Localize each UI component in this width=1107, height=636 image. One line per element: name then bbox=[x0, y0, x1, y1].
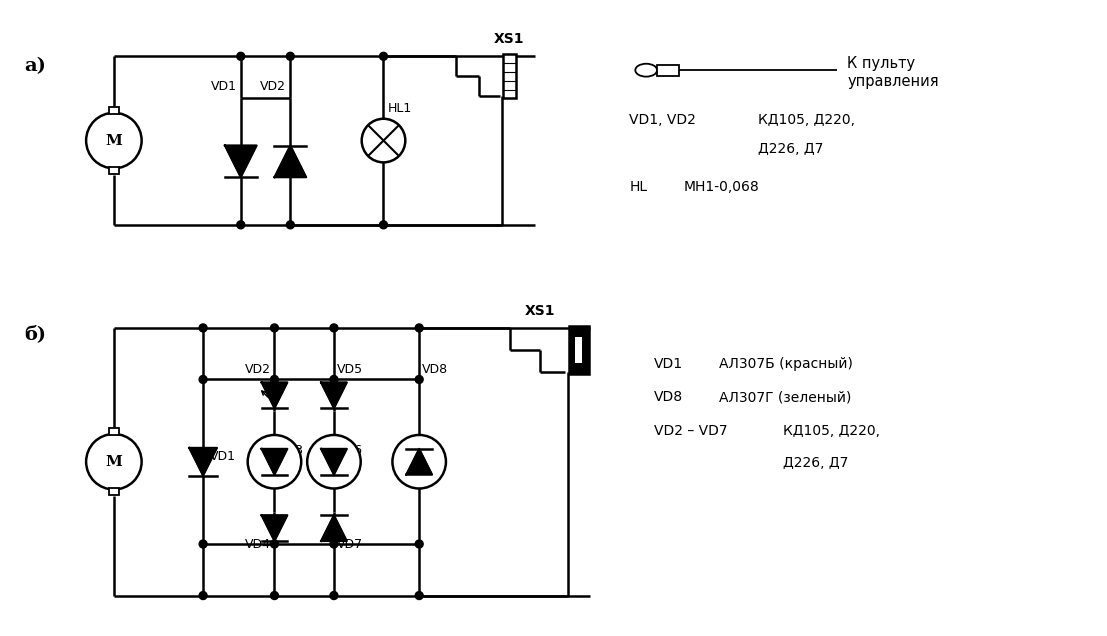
Bar bbox=[576, 336, 582, 363]
Text: VD4: VD4 bbox=[245, 538, 270, 551]
Text: VD1, VD2: VD1, VD2 bbox=[630, 113, 696, 127]
Bar bbox=[658, 65, 679, 76]
Circle shape bbox=[392, 435, 446, 488]
Text: Д226, Д7: Д226, Д7 bbox=[783, 456, 848, 470]
Text: VD2: VD2 bbox=[260, 80, 287, 93]
Polygon shape bbox=[261, 382, 288, 408]
Text: Д226, Д7: Д226, Д7 bbox=[758, 142, 824, 156]
Polygon shape bbox=[275, 146, 307, 177]
Text: VD2: VD2 bbox=[245, 364, 270, 377]
Circle shape bbox=[415, 540, 423, 548]
Circle shape bbox=[415, 375, 423, 384]
Text: VD1: VD1 bbox=[210, 80, 237, 93]
Text: XS1: XS1 bbox=[494, 32, 525, 46]
Bar bbox=[569, 326, 589, 373]
Circle shape bbox=[86, 434, 142, 490]
Bar bbox=[503, 54, 516, 99]
Bar bbox=[108, 428, 118, 435]
Text: VD3: VD3 bbox=[278, 444, 303, 457]
Text: M: M bbox=[105, 134, 122, 148]
Text: VD6: VD6 bbox=[337, 444, 363, 457]
Circle shape bbox=[330, 375, 338, 384]
Circle shape bbox=[287, 221, 294, 229]
Text: VD1: VD1 bbox=[210, 450, 236, 463]
Polygon shape bbox=[189, 448, 217, 476]
Text: К пульту
управления: К пульту управления bbox=[848, 57, 939, 88]
Text: XS1: XS1 bbox=[525, 304, 556, 318]
Polygon shape bbox=[261, 449, 288, 474]
Circle shape bbox=[270, 324, 279, 332]
Text: VD1: VD1 bbox=[654, 357, 683, 371]
Circle shape bbox=[270, 540, 279, 548]
Polygon shape bbox=[225, 146, 257, 177]
Circle shape bbox=[199, 324, 207, 332]
Circle shape bbox=[330, 591, 338, 600]
Text: M: M bbox=[105, 455, 122, 469]
Circle shape bbox=[86, 113, 142, 169]
Polygon shape bbox=[406, 449, 432, 474]
Ellipse shape bbox=[635, 64, 658, 76]
Circle shape bbox=[199, 375, 207, 384]
Polygon shape bbox=[321, 515, 346, 541]
Text: VD7: VD7 bbox=[337, 538, 363, 551]
Text: HL: HL bbox=[630, 180, 648, 194]
Polygon shape bbox=[321, 449, 346, 474]
Circle shape bbox=[237, 52, 245, 60]
Text: VD5: VD5 bbox=[337, 364, 363, 377]
Text: VD8: VD8 bbox=[422, 364, 448, 377]
Bar bbox=[108, 107, 118, 114]
Bar bbox=[108, 167, 118, 174]
Circle shape bbox=[248, 435, 301, 488]
Bar bbox=[108, 488, 118, 495]
Circle shape bbox=[415, 324, 423, 332]
Circle shape bbox=[270, 375, 279, 384]
Circle shape bbox=[237, 221, 245, 229]
Circle shape bbox=[330, 540, 338, 548]
Polygon shape bbox=[321, 382, 346, 408]
Circle shape bbox=[330, 324, 338, 332]
Circle shape bbox=[199, 540, 207, 548]
Circle shape bbox=[287, 52, 294, 60]
Circle shape bbox=[199, 591, 207, 600]
Text: HL1: HL1 bbox=[387, 102, 412, 114]
Text: б): б) bbox=[24, 325, 46, 343]
Text: АЛ307Г (зеленый): АЛ307Г (зеленый) bbox=[718, 391, 851, 404]
Polygon shape bbox=[261, 515, 288, 541]
Text: VD2 – VD7: VD2 – VD7 bbox=[654, 424, 727, 438]
Circle shape bbox=[380, 52, 387, 60]
Text: АЛ307Б (красный): АЛ307Б (красный) bbox=[718, 357, 852, 371]
Text: КД105, Д220,: КД105, Д220, bbox=[783, 424, 880, 438]
Circle shape bbox=[270, 591, 279, 600]
Circle shape bbox=[380, 221, 387, 229]
Circle shape bbox=[307, 435, 361, 488]
Text: КД105, Д220,: КД105, Д220, bbox=[758, 113, 856, 127]
Text: а): а) bbox=[24, 57, 46, 75]
Circle shape bbox=[415, 591, 423, 600]
Text: МН1-0,068: МН1-0,068 bbox=[684, 180, 759, 194]
Circle shape bbox=[362, 119, 405, 162]
Text: VD8: VD8 bbox=[654, 391, 683, 404]
